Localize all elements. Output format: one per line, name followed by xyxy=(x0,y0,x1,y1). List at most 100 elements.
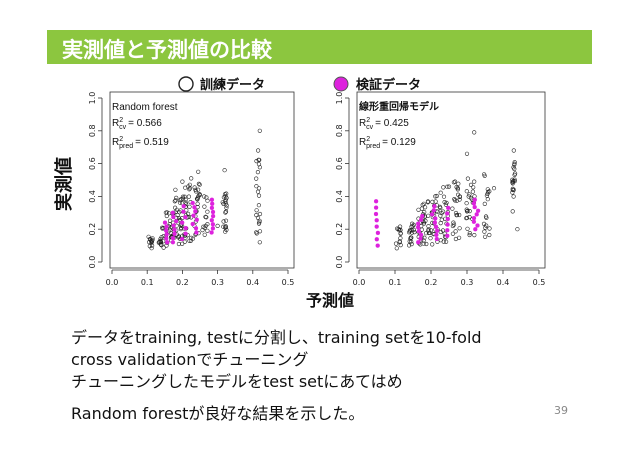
train-point xyxy=(161,245,166,250)
train-point xyxy=(445,184,450,189)
train-point xyxy=(202,232,207,237)
x-tick-label: 0.2 xyxy=(425,278,438,287)
train-point xyxy=(254,176,259,181)
train-point xyxy=(441,185,446,190)
test-point xyxy=(373,211,379,217)
train-point xyxy=(149,240,154,245)
train-point xyxy=(455,186,460,191)
model-name: Random forest xyxy=(112,102,178,113)
x-tick-label: 0.0 xyxy=(106,278,119,287)
train-point xyxy=(224,227,229,232)
x-tick-label: 0.3 xyxy=(211,278,224,287)
legend-test-label: 検証データ xyxy=(356,77,421,93)
train-point xyxy=(174,207,179,212)
test-points xyxy=(373,197,481,248)
train-point xyxy=(482,173,487,178)
test-point xyxy=(472,197,477,202)
train-point xyxy=(452,198,458,203)
train-point xyxy=(409,239,414,244)
train-point xyxy=(194,196,200,201)
test-point xyxy=(210,226,216,231)
train-point xyxy=(511,148,516,153)
train-point xyxy=(426,224,431,229)
train-point xyxy=(223,197,228,203)
train-point xyxy=(421,221,427,226)
test-point xyxy=(171,214,176,220)
train-point xyxy=(451,180,457,185)
train-point xyxy=(428,236,433,241)
test-point xyxy=(190,200,195,206)
train-point xyxy=(481,221,487,226)
x-tick-label: 0.1 xyxy=(141,278,154,287)
train-point xyxy=(254,230,259,235)
train-point xyxy=(189,176,194,181)
train-point xyxy=(147,240,152,245)
train-point xyxy=(515,227,520,232)
x-tick-label: 0.4 xyxy=(497,278,510,287)
train-point xyxy=(451,222,457,227)
train-point xyxy=(177,200,183,205)
train-point xyxy=(168,218,173,223)
train-point xyxy=(254,208,259,213)
test-point xyxy=(416,221,421,226)
train-point xyxy=(173,198,178,203)
train-point xyxy=(421,220,427,225)
test-point xyxy=(193,209,198,214)
train-point xyxy=(468,182,474,187)
train-point xyxy=(224,205,229,210)
test-point xyxy=(471,219,477,224)
x-tick-label: 0.1 xyxy=(389,278,402,287)
train-point xyxy=(441,194,447,199)
train-point xyxy=(407,239,412,244)
train-point xyxy=(393,241,399,246)
plot-frame xyxy=(356,91,546,269)
test-point xyxy=(162,220,168,225)
train-point xyxy=(201,224,206,229)
train-point xyxy=(187,187,192,192)
legend-test-marker xyxy=(333,76,349,92)
y-tick-label: 0.4 xyxy=(88,190,97,203)
train-point xyxy=(457,194,463,199)
test-point xyxy=(475,208,481,213)
y-tick-label: 0.6 xyxy=(88,157,97,170)
test-points xyxy=(162,197,216,245)
test-point xyxy=(445,222,450,227)
y-tick-label: 1.0 xyxy=(88,92,97,105)
train-point xyxy=(444,239,449,244)
x-tick-label: 0.3 xyxy=(461,278,474,287)
test-point xyxy=(433,216,438,221)
train-point xyxy=(174,195,179,200)
train-point xyxy=(485,197,490,202)
test-point xyxy=(471,201,477,206)
train-point xyxy=(438,190,443,195)
train-point xyxy=(455,187,460,192)
train-point xyxy=(205,209,210,214)
train-point xyxy=(183,185,188,190)
train-point xyxy=(453,236,459,242)
train-point xyxy=(471,185,476,190)
train-point xyxy=(196,169,201,174)
test-point xyxy=(431,208,436,213)
train-point xyxy=(454,212,460,218)
train-point xyxy=(421,238,426,243)
train-point xyxy=(204,215,209,220)
train-point xyxy=(179,197,184,202)
y-tick-label: 0.0 xyxy=(88,256,97,269)
train-point xyxy=(223,225,228,230)
train-point xyxy=(487,226,492,231)
train-point xyxy=(483,225,488,230)
train-point xyxy=(467,231,472,236)
train-point xyxy=(180,179,185,184)
train-point xyxy=(472,130,477,135)
y-tick-label: 1.0 xyxy=(335,92,344,105)
train-point xyxy=(186,194,191,199)
xlabel: 予測値 xyxy=(306,291,354,310)
body-line-1: データをtraining, testに分割し、training setを10-f… xyxy=(71,328,482,347)
train-point xyxy=(158,237,163,242)
train-point xyxy=(409,235,414,240)
test-point xyxy=(474,212,479,217)
test-point xyxy=(210,201,215,206)
train-point xyxy=(421,201,426,206)
train-point xyxy=(407,230,412,235)
